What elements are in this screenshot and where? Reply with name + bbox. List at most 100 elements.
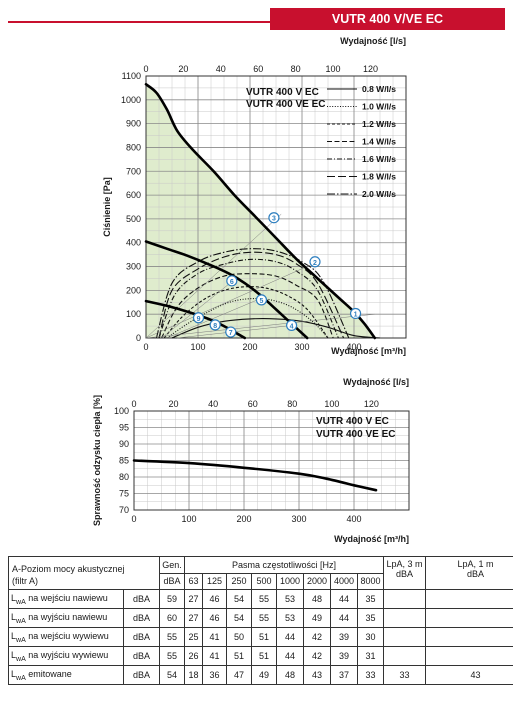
y-tick-label: 85 [119,456,129,466]
system-curve-line [158,258,339,339]
band-4000: 4000 [330,572,359,590]
x2-tick-label: 120 [363,64,378,74]
table-row: LwA na wejściu nawiewu dBA 59 27 46 54 55 53 48 4… [8,589,513,609]
row-label: LwA na wyjściu wywiewu [8,646,124,666]
x-axis-label: Wydajność [m³/h] [331,346,406,356]
plot-frame [145,75,407,339]
x2-tick-label: 80 [287,399,297,409]
duct-line [145,313,375,339]
legend-label: 1.0 W/l/s [362,102,396,112]
y-tick-label: 200 [126,285,141,295]
operating-point-label: 7 [229,330,233,337]
row-label: LwA na wejściu wywiewu [8,627,124,647]
row-band-value: 35 [357,589,385,609]
model-label: VUTR 400 V EC [246,87,319,98]
x2-tick-label: 20 [178,64,188,74]
row-band-value: 48 [303,589,332,609]
x2-tick-label: 60 [253,64,263,74]
x-tick-label: 100 [190,342,205,352]
y-tick-label: 400 [126,238,141,248]
x-tick-label: 400 [346,342,361,352]
row-band-value: 25 [184,627,204,647]
row-lpa1 [425,589,513,609]
row-lpa1 [425,646,513,666]
row-unit: dBA [122,646,161,666]
row-label: LwA na wejściu nawiewu [8,589,124,609]
noise-table: A-Poziom mocy akustycznej (filtr A) Gen. … [7,556,513,685]
row-lpa3 [383,646,427,666]
lpa3-header: LpA, 3 m dBA [383,556,427,590]
fan-curve-line [144,83,377,340]
y-tick-label: 300 [126,262,141,272]
x-tick-label: 100 [181,514,196,524]
y-tick-label: 500 [126,214,141,224]
row-band-value: 54 [226,589,253,609]
row-band-value: 44 [330,608,359,628]
duct-line [145,213,282,339]
table-row: LwA na wyjściu wywiewu dBA 55 26 41 51 51 44 42 3… [8,646,513,666]
row-band-value: 27 [184,589,204,609]
table-title: A-Poziom mocy akustycznej (filtr A) [7,556,161,590]
operating-point-label: 2 [313,260,317,267]
operating-point-marker [226,275,238,287]
row-band-value: 46 [202,589,228,609]
row-band-value: 36 [202,665,228,685]
x2-axis-label: Wydajność [l/s] [343,377,409,387]
model-title: VUTR 400 V/VE EC [270,8,505,30]
y-tick-label: 75 [119,489,129,499]
system-curve-line [158,251,345,339]
band-500: 500 [251,572,278,590]
model-label: VUTR 400 VE EC [316,429,395,440]
row-band-value: 18 [184,665,204,685]
row-band-value: 42 [303,646,332,666]
table-row: LwA na wyjściu nawiewu dBA 60 27 46 54 55 53 49 4… [8,608,513,628]
x2-tick-label: 120 [364,399,379,409]
x2-tick-label: 0 [131,399,136,409]
row-band-value: 47 [226,665,253,685]
row-band-value: 51 [251,627,278,647]
row-unit: dBA [122,665,161,685]
row-band-value: 44 [276,627,305,647]
x-tick-label: 0 [131,514,136,524]
row-lpa1: 43 [425,665,513,685]
operating-point-label: 3 [272,216,276,223]
y-axis-label: Sprawność odzysku ciepła [%] [92,395,102,526]
operating-point-marker [349,307,362,320]
row-label: LwA na wyjściu nawiewu [8,608,124,628]
y-axis-label: Ciśnienie [Pa] [102,177,112,237]
x2-tick-label: 100 [326,64,341,74]
row-band-value: 53 [276,608,305,628]
row-band-value: 44 [276,646,305,666]
row-band-value: 39 [330,646,359,666]
x2-tick-label: 0 [143,64,148,74]
row-band-value: 31 [357,646,385,666]
lpa1-header: LpA, 1 m dBA [425,556,513,590]
y-tick-label: 0 [136,333,141,343]
row-band-value: 55 [251,608,278,628]
band-2000: 2000 [303,572,332,590]
operating-point-label: 8 [213,323,217,330]
row-band-value: 46 [202,608,228,628]
row-gen: 54 [159,665,186,685]
band-250: 250 [226,572,253,590]
operating-point-marker [192,312,205,324]
x-tick-label: 300 [294,342,309,352]
x2-tick-label: 100 [324,399,339,409]
x-tick-label: 300 [291,514,306,524]
band-125: 125 [202,572,228,590]
y-tick-label: 600 [126,190,141,200]
operating-point-marker [309,256,321,268]
row-band-value: 37 [330,665,359,685]
y-tick-label: 80 [119,472,129,482]
row-lpa3 [383,627,427,647]
table-row: LwA emitowane dBA 54 18 36 47 49 48 43 37 33 33 43 [8,665,513,685]
duct-line [145,261,318,339]
operating-point-label: 9 [197,316,201,323]
header-rule [8,21,270,23]
row-band-value: 48 [276,665,305,685]
y-tick-label: 100 [114,406,129,416]
row-unit: dBA [122,627,161,647]
row-band-value: 50 [226,627,253,647]
system-curve-line [166,297,329,339]
